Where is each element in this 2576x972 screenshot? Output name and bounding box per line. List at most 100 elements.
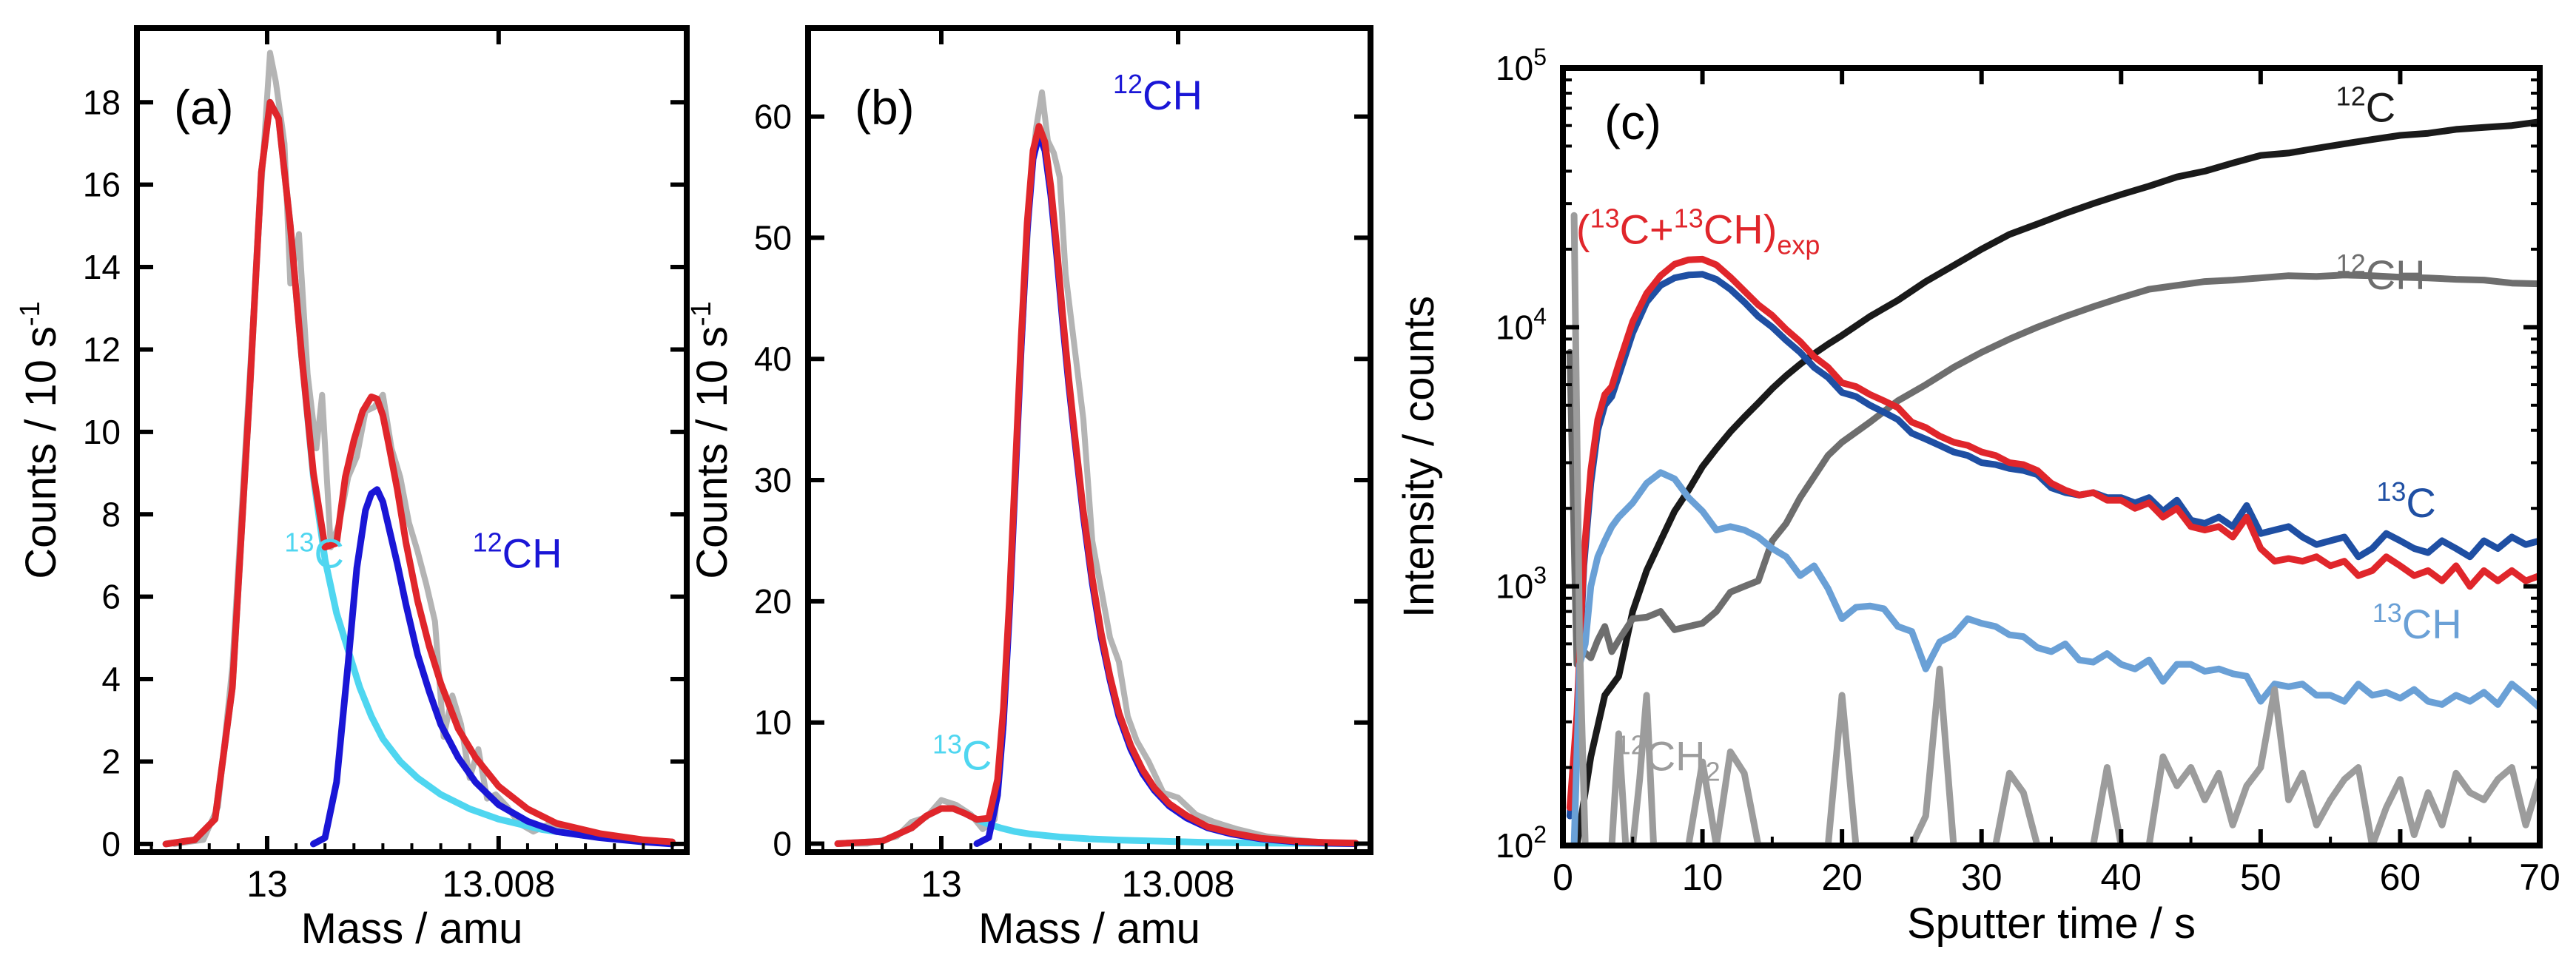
- y-tick-label-text: 2: [101, 742, 121, 780]
- series-line-sum-fit: [834, 123, 1359, 847]
- y-tick-label: 20: [754, 582, 792, 621]
- x-tick-label: 50: [2240, 857, 2281, 898]
- y-tick-label: 8: [101, 495, 121, 533]
- annotation-text: C: [2366, 84, 2395, 131]
- y-tick-label-text: 60: [754, 98, 792, 136]
- y-tick-label-text: 16: [83, 166, 121, 204]
- y-axis-label: Counts / 10 s-1: [686, 301, 736, 579]
- series-line--13c-13ch-exp: [1566, 255, 2540, 811]
- annotation-sup: 12: [2336, 249, 2366, 279]
- x-tick-label-text: 70: [2519, 857, 2560, 898]
- x-tick-label: 13.008: [442, 863, 555, 905]
- x-tick-label-text: 30: [1961, 857, 2002, 898]
- series-line-12ch2: [1570, 212, 2540, 846]
- x-tick-label-text: 13.008: [1122, 863, 1235, 905]
- y-tick-label-exponent: 4: [1533, 303, 1547, 329]
- series-line-sum-fit: [162, 98, 676, 848]
- y-axis-label-text: Counts / 10 s: [688, 326, 736, 579]
- y-tick-label-text: 20: [754, 582, 792, 621]
- y-axis-label-exponent: -1: [15, 301, 46, 326]
- y-tick-label-text: 30: [754, 461, 792, 499]
- series-annotation: 13C: [2376, 476, 2436, 526]
- x-tick-label-text: 40: [2100, 857, 2142, 898]
- y-tick-label-text: 14: [83, 248, 121, 286]
- series-line-12ch-fit: [973, 131, 1359, 847]
- series-group: [1566, 118, 2540, 846]
- y-tick-label: 12: [83, 330, 121, 368]
- y-tick-label-exponent: 3: [1533, 562, 1547, 589]
- annotation-text: C+: [1620, 206, 1674, 252]
- y-tick-label-text: 0: [773, 825, 792, 863]
- y-tick-label-text: 18: [83, 83, 121, 121]
- x-tick-label-text: 13: [246, 863, 288, 905]
- series-annotation: 13C: [284, 527, 344, 577]
- series-annotation: 12CH: [1113, 69, 1203, 118]
- panel-label: (c): [1604, 95, 1661, 149]
- y-tick-label: 102: [1496, 821, 1547, 865]
- series-annotation: 12CH: [473, 527, 562, 577]
- series-line-13ch: [1570, 469, 2540, 846]
- series-annotation: 13CH: [2372, 598, 2462, 647]
- panel-label: (a): [174, 80, 234, 135]
- y-tick-label-text: 10: [1496, 308, 1533, 346]
- x-tick-label: 0: [1553, 857, 1573, 898]
- y-tick-label-exponent: 5: [1533, 44, 1547, 70]
- plot-frame: [134, 25, 690, 855]
- series-annotation: 12CH2: [1616, 729, 1721, 786]
- series-line-12c: [1573, 118, 2540, 846]
- x-tick-label-text: 0: [1553, 857, 1573, 898]
- series-annotation: 13C: [932, 729, 992, 779]
- x-axis-label-text: Sputter time / s: [1907, 900, 2196, 948]
- x-tick-label-text: 20: [1821, 857, 1863, 898]
- y-tick-label: 14: [83, 248, 121, 286]
- y-tick-label: 0: [773, 825, 792, 863]
- y-axis-label: Intensity / counts: [1395, 296, 1443, 618]
- y-tick-label-text: 50: [754, 218, 792, 257]
- panel-a: 0 2 4 6 8 10 12 14 16 18 13 13.008 (a) Mass / amu Coun…: [15, 25, 690, 953]
- series-line-12ch: [1566, 271, 2540, 668]
- annotation-text: C: [962, 732, 992, 779]
- x-axis-label: Sputter time / s: [1907, 900, 2196, 948]
- annotation-sup: 13: [284, 527, 314, 558]
- x-tick-label-text: 10: [1682, 857, 1724, 898]
- x-tick-label-text: 13: [921, 863, 962, 905]
- x-axis-label-text: Mass / amu: [301, 905, 523, 953]
- x-tick-label: 40: [2100, 857, 2142, 898]
- y-tick-label-text: 10: [1496, 826, 1533, 865]
- y-tick-label-text: 12: [83, 330, 121, 368]
- y-axis-label-text: Intensity / counts: [1395, 296, 1443, 618]
- x-tick-label: 13.008: [1122, 863, 1235, 905]
- y-tick-label-exponent: 2: [1533, 821, 1547, 848]
- annotation-sup: 13: [2376, 476, 2406, 507]
- y-tick-label-text: 6: [101, 578, 121, 616]
- x-tick-label-text: 50: [2240, 857, 2281, 898]
- panel-label-text: (a): [174, 80, 234, 135]
- series-annotation: 12C: [2336, 81, 2396, 131]
- series-group: [162, 50, 676, 848]
- annotation-sup: 13: [1590, 203, 1620, 233]
- y-tick-label: 0: [101, 825, 121, 863]
- y-tick-label: 104: [1496, 303, 1547, 346]
- series-line-13c: [1566, 271, 2540, 820]
- x-tick-label-text: 60: [2380, 857, 2421, 898]
- x-tick-label: 60: [2380, 857, 2421, 898]
- y-tick-label-text: 10: [1496, 567, 1533, 606]
- y-axis-label: Counts / 10 s-1: [15, 301, 65, 579]
- x-tick-label: 13: [921, 863, 962, 905]
- annotation-text: CH: [502, 530, 562, 577]
- annotation-sup: 12: [2336, 81, 2366, 112]
- panel-b: 0 10 20 30 40 50 60 13 13.008 (b) Mass / amu Counts…: [686, 25, 1373, 953]
- y-tick-label: 10: [754, 703, 792, 742]
- y-tick-label: 105: [1496, 44, 1547, 87]
- x-axis-label-text: Mass / amu: [978, 905, 1200, 953]
- x-tick-label-text: 13.008: [442, 863, 555, 905]
- y-tick-label-text: 4: [101, 660, 121, 698]
- x-tick-label: 10: [1682, 857, 1724, 898]
- annotation-text: CH: [1143, 72, 1203, 118]
- annotation-text: CH: [2366, 252, 2426, 298]
- annotation-sup: 12: [473, 527, 502, 558]
- x-tick-label: 30: [1961, 857, 2002, 898]
- y-tick-label: 6: [101, 578, 121, 616]
- annotation-text: CH: [1646, 732, 1706, 779]
